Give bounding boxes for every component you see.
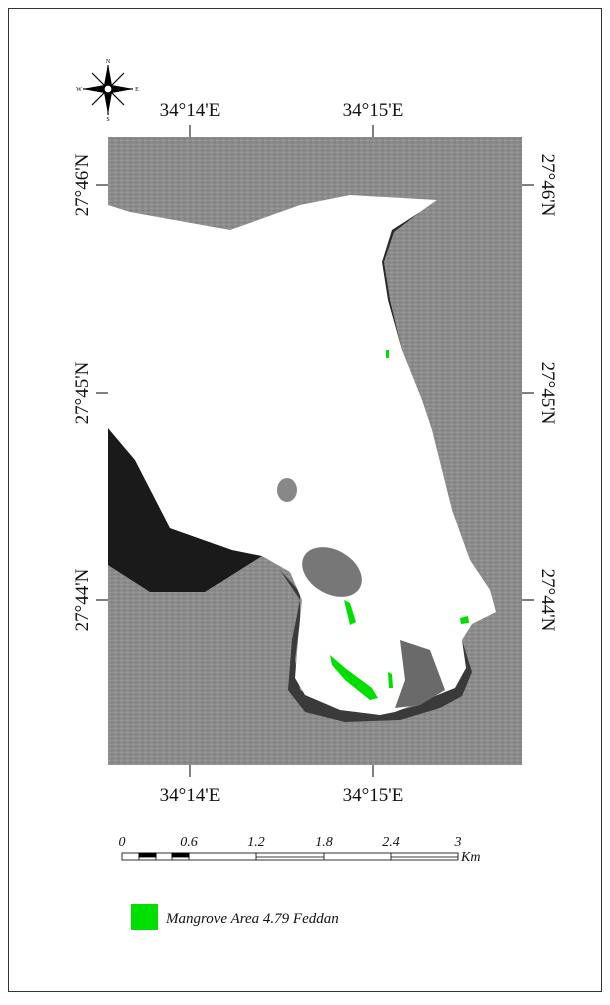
legend-label: Mangrove Area 4.79 Feddan <box>165 911 339 927</box>
right-label: 27°46'N <box>537 154 558 217</box>
scale-label: 0 <box>119 835 126 850</box>
right-label: 27°45'N <box>537 362 558 425</box>
map-figure: N S E W 34°14'E 34°15'E 34°14'E 34°15'E … <box>0 0 610 1000</box>
compass-w: W <box>76 87 82 93</box>
top-label: 34°14'E <box>160 100 221 121</box>
scale-bar <box>122 853 458 860</box>
compass <box>83 65 133 115</box>
scale-label: 1.8 <box>315 835 333 850</box>
left-label: 27°44'N <box>72 568 93 631</box>
legend-swatch <box>131 904 158 930</box>
compass-s: S <box>106 117 109 123</box>
bottom-label: 34°15'E <box>343 785 404 806</box>
bottom-label: 34°14'E <box>160 785 221 806</box>
satellite-image <box>108 137 522 765</box>
page: {"compass": {"north": "N", "south": "S",… <box>0 0 610 1000</box>
mangrove-patch <box>386 350 389 358</box>
scale-label: 3 <box>454 835 462 850</box>
compass-e: E <box>135 87 139 93</box>
scale-unit: Km <box>460 850 480 865</box>
left-label: 27°46'N <box>72 153 93 216</box>
left-label: 27°45'N <box>72 361 93 424</box>
scale-label: 2.4 <box>382 835 400 850</box>
scale-label: 0.6 <box>180 835 198 850</box>
right-label: 27°44'N <box>537 569 558 632</box>
top-label: 34°15'E <box>343 100 404 121</box>
scale-label: 1.2 <box>247 835 265 850</box>
compass-n: N <box>106 59 111 65</box>
